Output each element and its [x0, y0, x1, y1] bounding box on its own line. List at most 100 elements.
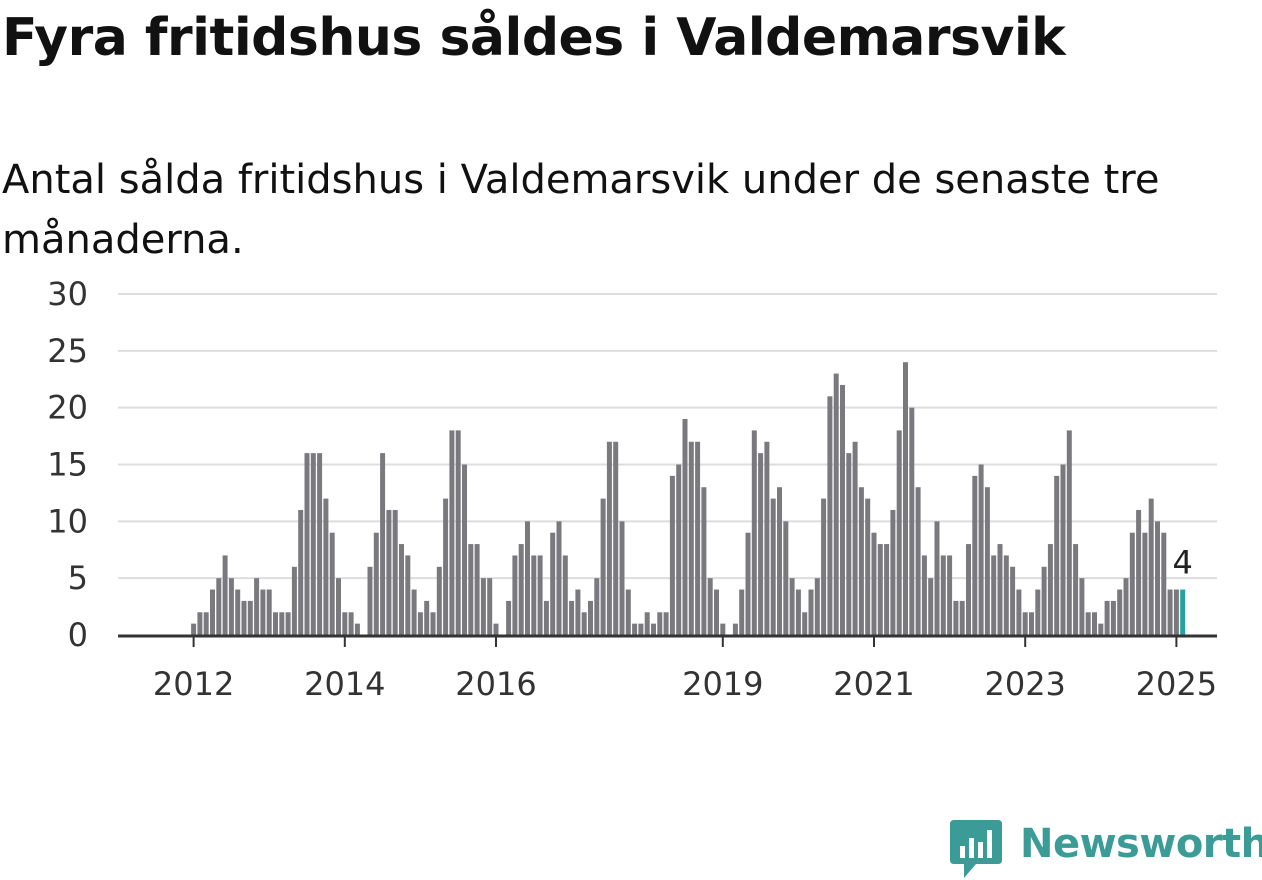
x-tick-label: 2025 — [1136, 665, 1217, 703]
bar — [247, 600, 253, 635]
y-tick-label: 10 — [47, 502, 88, 540]
bar — [581, 612, 587, 635]
bar — [600, 498, 606, 635]
bar — [947, 555, 953, 635]
bar — [984, 487, 990, 635]
bar — [348, 612, 354, 635]
bar — [354, 623, 360, 635]
bar — [424, 600, 430, 635]
bar — [751, 430, 757, 635]
bar — [1136, 509, 1142, 635]
bar — [783, 521, 789, 635]
bar — [273, 612, 278, 635]
bar — [298, 509, 304, 635]
bar — [644, 612, 650, 635]
bar — [890, 509, 896, 635]
bar — [858, 487, 864, 635]
bar — [588, 600, 593, 635]
bar — [682, 419, 688, 635]
bar — [802, 612, 808, 635]
bar — [884, 544, 890, 635]
bar — [896, 430, 902, 635]
bar — [997, 544, 1003, 635]
bar — [1073, 544, 1079, 635]
bar — [1161, 532, 1167, 635]
chart-title: Fyra fritidshus såldes i Valdemarsvik — [2, 8, 1066, 68]
bar — [405, 555, 411, 635]
annotations: 4 — [1173, 544, 1193, 582]
bar — [228, 578, 234, 635]
bar — [915, 487, 921, 635]
bar — [707, 578, 713, 635]
bar — [877, 544, 883, 635]
bar — [367, 566, 373, 635]
bar — [764, 441, 770, 635]
bar — [1104, 600, 1110, 635]
bar — [701, 487, 707, 635]
bar — [1079, 578, 1085, 635]
bar — [1060, 464, 1066, 635]
bar — [732, 623, 738, 635]
bar — [739, 589, 745, 635]
bar — [632, 623, 638, 635]
y-tick-label: 20 — [47, 389, 88, 427]
bar — [1022, 612, 1028, 635]
bar — [373, 532, 379, 635]
bar — [462, 464, 467, 635]
x-tick-label: 2019 — [682, 665, 763, 703]
bar — [1142, 532, 1148, 635]
bar — [1010, 566, 1016, 635]
bar — [380, 453, 386, 635]
bar — [241, 600, 247, 635]
bar — [833, 373, 839, 635]
bar — [392, 509, 398, 635]
x-tick-label: 2016 — [455, 665, 536, 703]
bar — [279, 612, 285, 635]
bar — [840, 384, 845, 635]
bar — [657, 612, 663, 635]
bar — [254, 578, 260, 635]
bar — [594, 578, 600, 635]
bar — [714, 589, 719, 635]
bar — [1110, 600, 1116, 635]
bar — [909, 407, 915, 635]
bar — [518, 544, 524, 635]
bar — [1167, 589, 1173, 635]
bar — [386, 509, 392, 635]
bar — [266, 589, 272, 635]
bar — [411, 589, 417, 635]
bar — [222, 555, 228, 635]
bar — [285, 612, 291, 635]
bar — [336, 578, 341, 635]
bar — [562, 555, 568, 635]
bar — [1173, 589, 1179, 635]
bar — [468, 544, 474, 635]
bar — [556, 521, 562, 635]
bar — [777, 487, 782, 635]
bar — [676, 464, 682, 635]
bar — [537, 555, 543, 635]
bar — [1085, 612, 1091, 635]
bar — [210, 589, 215, 635]
bar — [638, 623, 644, 635]
x-tick-label: 2023 — [984, 665, 1065, 703]
bar — [543, 600, 549, 635]
bar — [430, 612, 436, 635]
bar — [417, 612, 423, 635]
y-axis: 0 5 10 15 20 25 30 — [47, 275, 88, 654]
y-tick-label: 0 — [68, 616, 88, 654]
bar — [651, 623, 656, 635]
bar — [329, 532, 335, 635]
bar — [1117, 589, 1123, 635]
bar — [846, 453, 852, 635]
x-tick-label: 2021 — [833, 665, 914, 703]
brand: Newsworthy — [950, 818, 1262, 878]
bar — [758, 453, 764, 635]
bar — [808, 589, 814, 635]
bar — [1016, 589, 1022, 635]
bar — [512, 555, 518, 635]
bar-latest — [1180, 589, 1186, 635]
bar — [480, 578, 486, 635]
bar — [235, 589, 241, 635]
